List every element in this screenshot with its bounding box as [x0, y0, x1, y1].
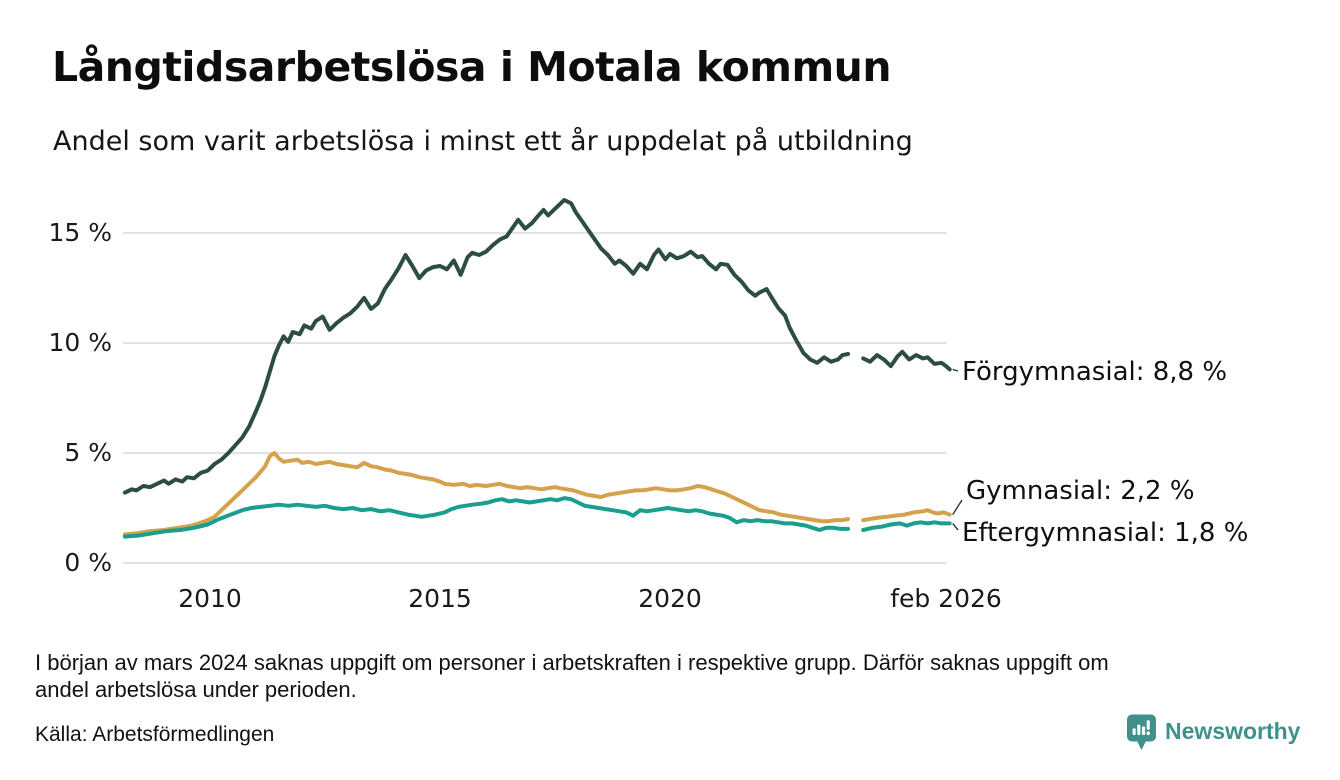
x-axis-tick-2015: 2015	[408, 584, 472, 613]
leader-line-gymnasial	[952, 499, 963, 515]
series-line-gymnasial-seg2	[861, 508, 952, 523]
series-line-eftergymnasial-seg1	[122, 496, 850, 539]
y-axis-tick-15: 15 %	[48, 218, 112, 247]
series-end-label-forgymnasial: Förgymnasial: 8,8 %	[962, 357, 1228, 387]
x-axis-tick-feb-2026: feb 2026	[890, 584, 1002, 613]
leader-line-eftergymnasial	[952, 522, 959, 531]
chart-subtitle: Andel som varit arbetslösa i minst ett å…	[53, 126, 913, 157]
x-axis-tick-2020: 2020	[638, 584, 702, 613]
series-end-label-gymnasial: Gymnasial: 2,2 %	[966, 476, 1195, 506]
newsworthy-bubble-barchart-icon	[1126, 714, 1157, 757]
newsworthy-brand: Newsworthy	[1126, 714, 1300, 757]
y-axis-tick-5: 5 %	[64, 438, 112, 467]
series-end-label-eftergymnasial: Eftergymnasial: 1,8 %	[962, 518, 1249, 548]
series-line-forgymnasial-seg1	[122, 198, 850, 495]
source-note: Källa: Arbetsförmedlingen	[35, 723, 275, 746]
footnote: I början av mars 2024 saknas uppgift om …	[35, 649, 1109, 703]
y-axis-tick-10: 10 %	[48, 328, 112, 357]
series-line-gymnasial-seg1	[122, 451, 850, 537]
leader-line-forgymnasial	[952, 368, 959, 372]
footnote-line-2: andel arbetslösa under perioden.	[35, 677, 357, 702]
newsworthy-wordmark: Newsworthy	[1165, 718, 1301, 744]
footnote-line-1: I början av mars 2024 saknas uppgift om …	[35, 650, 1109, 675]
chart-title: Långtidsarbetslösa i Motala kommun	[52, 43, 892, 91]
x-axis-tick-2010: 2010	[178, 584, 242, 613]
y-axis-tick-0: 0 %	[64, 548, 112, 577]
series-line-forgymnasial-seg2	[861, 349, 952, 372]
series-line-eftergymnasial-seg2	[861, 520, 952, 532]
